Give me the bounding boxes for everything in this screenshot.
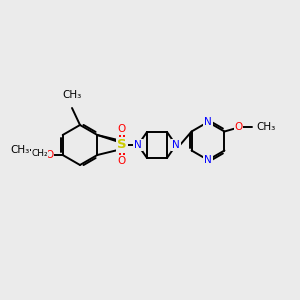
Text: CH₂: CH₂ [32, 148, 48, 158]
Text: N: N [134, 140, 142, 150]
Text: CH₃: CH₃ [62, 90, 82, 100]
Text: O: O [118, 156, 126, 166]
Text: S: S [117, 139, 127, 152]
Text: N: N [172, 140, 180, 150]
Text: N: N [204, 155, 212, 165]
Text: ethyl: ethyl [26, 146, 29, 147]
Text: CH₃: CH₃ [256, 122, 276, 131]
Text: O: O [234, 122, 243, 133]
Text: N: N [204, 117, 212, 127]
Text: O: O [46, 150, 54, 160]
Text: CH₃: CH₃ [10, 145, 29, 155]
Text: O: O [118, 124, 126, 134]
